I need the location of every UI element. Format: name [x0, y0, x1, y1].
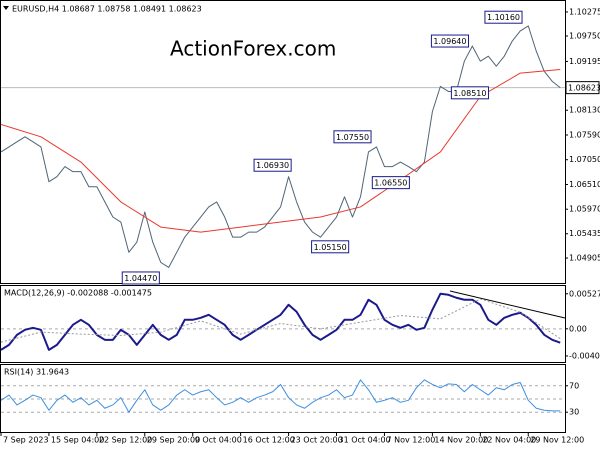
panel-title: MACD(12,26,9) -0.002088 -0.001475: [4, 289, 152, 298]
x-tick-label: 16 Oct 12:00: [243, 436, 295, 445]
x-tick-label: 15 Sep 04:00: [51, 436, 104, 445]
x-tick-label: 7 Sep 2023: [3, 436, 49, 445]
x-tick-label: 9 Oct 04:00: [195, 436, 242, 445]
trend-line: [449, 290, 566, 319]
series-line: [0, 298, 561, 343]
x-tick-label: 23 Oct 20:00: [291, 436, 343, 445]
y-tick-label: -0.004087: [569, 351, 600, 360]
rsi-frame: [0, 364, 566, 433]
x-tick-label: 31 Oct 04:00: [339, 436, 391, 445]
annotation-label: 1.08510: [453, 89, 486, 98]
watermark: ActionForex.com: [170, 37, 336, 61]
annotation-box: [311, 240, 350, 254]
y-tick-label: 1.07050: [569, 155, 600, 164]
last-price-box: [565, 81, 600, 95]
price-frame: [0, 0, 566, 284]
y-tick-label: 1.08130: [569, 106, 600, 115]
y-tick-label: 1.09195: [569, 57, 600, 66]
panel-title: RSI(14) 31.9643: [4, 368, 69, 377]
panel-title: EURUSD,H4 1.08687 1.08758 1.08491 1.0862…: [12, 5, 202, 14]
annotation-box: [371, 176, 410, 190]
menu-icon: [3, 6, 9, 10]
last-price-label: 1.08623: [568, 84, 600, 93]
series-line: [0, 68, 561, 233]
annotation-box: [484, 10, 523, 24]
y-tick-label: 1.05435: [569, 229, 600, 238]
annotation-label: 1.05150: [314, 243, 347, 252]
series-line: [0, 379, 561, 413]
annotation-label: 1.09640: [433, 37, 466, 46]
annotation-box: [450, 86, 489, 100]
y-tick-label: 1.07590: [569, 130, 600, 139]
macd-frame: [0, 285, 566, 363]
y-tick-label: 30: [569, 408, 579, 417]
x-tick-label: 14 Nov 20:00: [434, 436, 488, 445]
annotation-box: [253, 158, 292, 172]
annotation-label: 1.10160: [487, 13, 520, 22]
x-tick-label: 22 Nov 04:00: [482, 436, 536, 445]
y-tick-label: 70: [569, 381, 579, 390]
y-tick-label: 0.005278: [569, 289, 600, 298]
y-tick-label: 1.04905: [569, 254, 600, 263]
x-tick-label: 22 Sep 12:00: [99, 436, 152, 445]
annotation-label: 1.07550: [336, 133, 369, 142]
y-tick-label: 1.06510: [569, 180, 600, 189]
annotation-box: [333, 130, 372, 144]
x-tick-label: 7 Nov 12:00: [386, 436, 435, 445]
annotation-box: [121, 271, 160, 285]
x-tick-label: 29 Nov 12:00: [530, 436, 584, 445]
annotation-label: 1.06930: [256, 161, 289, 170]
annotation-label: 1.04470: [124, 274, 157, 283]
y-tick-label: 1.10275: [569, 7, 600, 16]
series-line: [0, 25, 561, 268]
y-tick-label: 1.05970: [569, 205, 600, 214]
x-tick-label: 29 Sep 20:00: [147, 436, 200, 445]
y-tick-label: 1.09750: [569, 31, 600, 40]
annotation-box: [430, 34, 470, 48]
y-tick-label: 0.00: [569, 324, 587, 333]
annotation-label: 1.06550: [374, 179, 407, 188]
series-line: [0, 292, 561, 351]
